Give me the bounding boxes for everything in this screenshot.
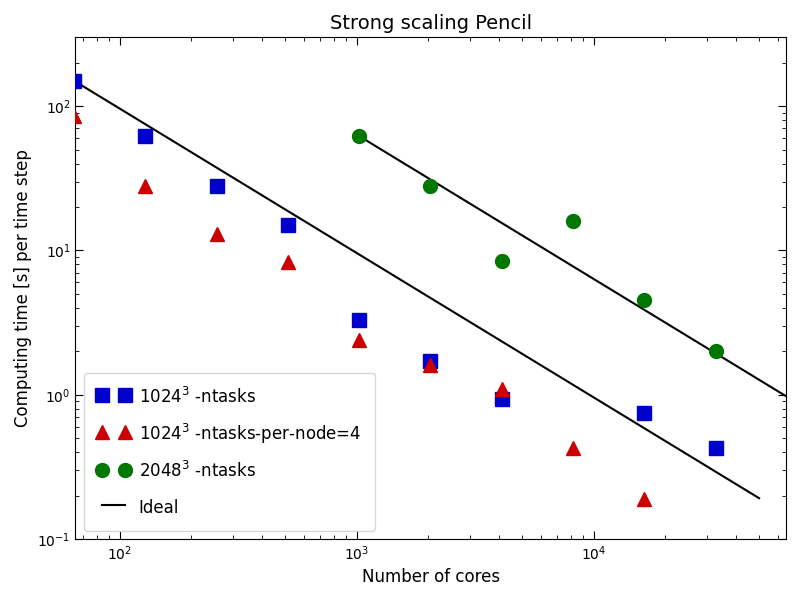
$1024^3$ -ntasks [497,396,506,403]
Line: $1024^3$ -ntasks-per-node=4: $1024^3$ -ntasks-per-node=4 [67,109,651,506]
$1024^3$ -ntasks-per-node=4 [212,230,222,238]
$1024^3$ -ntasks [212,182,222,190]
$1024^3$ -ntasks-per-node=4 [426,362,435,369]
$1024^3$ -ntasks-per-node=4 [497,385,506,392]
$1024^3$ -ntasks [711,444,721,451]
Line: $2048^3$ -ntasks: $2048^3$ -ntasks [352,129,722,358]
Y-axis label: Computing time [s] per time step: Computing time [s] per time step [14,149,32,427]
$2048^3$ -ntasks [711,348,721,355]
$2048^3$ -ntasks [639,297,649,304]
$1024^3$ -ntasks-per-node=4 [141,182,150,190]
$1024^3$ -ntasks [354,316,364,323]
$1024^3$ -ntasks-per-node=4 [568,444,578,451]
$1024^3$ -ntasks [426,358,435,365]
$1024^3$ -ntasks-per-node=4 [69,113,78,120]
$1024^3$ -ntasks [141,133,150,140]
$2048^3$ -ntasks [354,133,364,140]
$2048^3$ -ntasks [426,182,435,190]
$2048^3$ -ntasks [568,217,578,224]
$1024^3$ -ntasks [639,409,649,416]
X-axis label: Number of cores: Number of cores [362,568,500,586]
$1024^3$ -ntasks [283,221,293,229]
$2048^3$ -ntasks [497,257,506,264]
$1024^3$ -ntasks-per-node=4 [354,336,364,343]
Legend: $1024^3$ -ntasks, $1024^3$ -ntasks-per-node=4, $2048^3$ -ntasks, Ideal: $1024^3$ -ntasks, $1024^3$ -ntasks-per-n… [84,373,374,531]
$1024^3$ -ntasks [69,77,78,84]
Title: Strong scaling Pencil: Strong scaling Pencil [330,14,532,33]
$1024^3$ -ntasks-per-node=4 [639,495,649,502]
$1024^3$ -ntasks-per-node=4 [283,259,293,266]
Line: $1024^3$ -ntasks: $1024^3$ -ntasks [67,74,722,455]
